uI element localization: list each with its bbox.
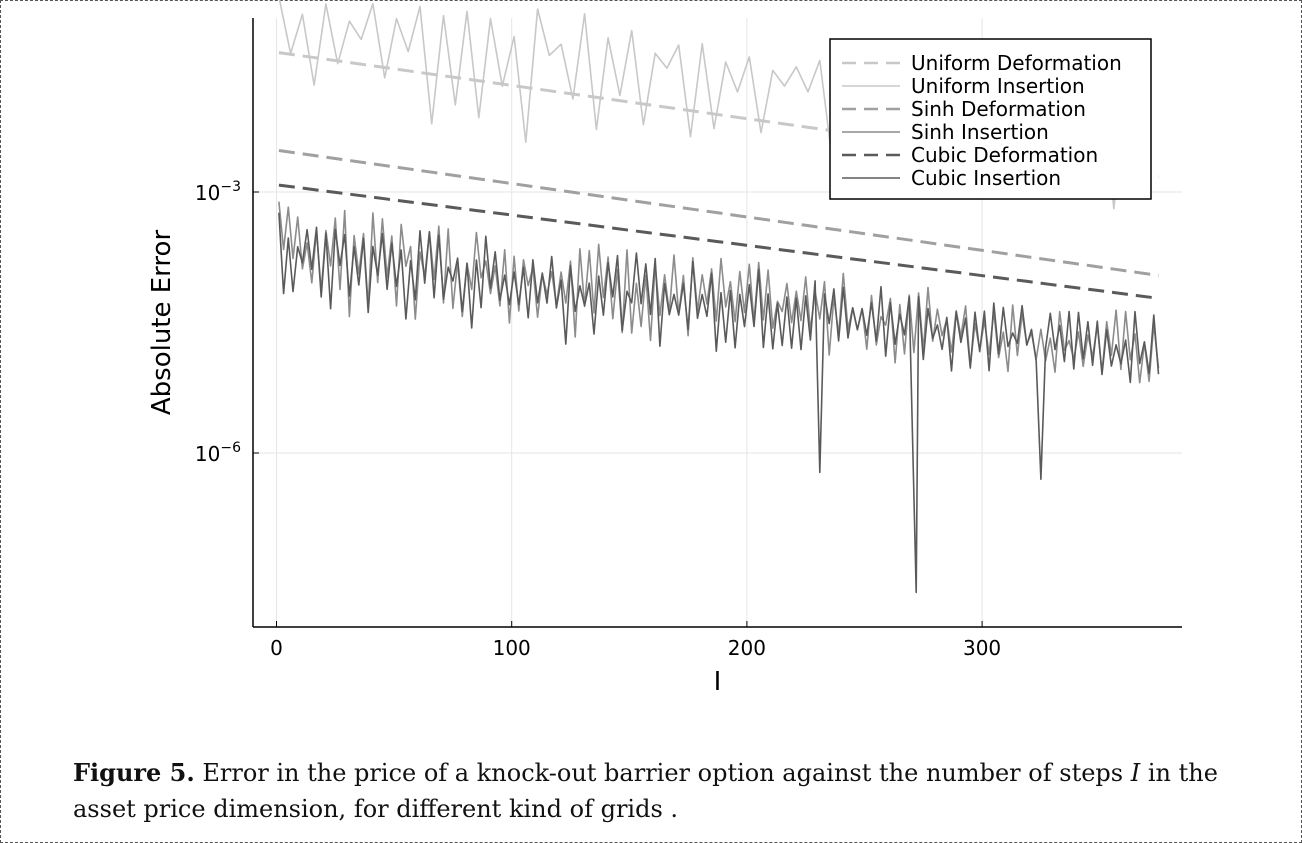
x-tick-label-2: 200 <box>728 636 766 660</box>
legend-box <box>829 38 1152 200</box>
legend-label-5: Cubic Insertion <box>911 166 1061 190</box>
legend-label-4: Cubic Deformation <box>911 143 1098 167</box>
legend-label-1: Uniform Insertion <box>911 74 1085 98</box>
series-sinh-deformation <box>278 149 1159 277</box>
series-layer <box>278 0 1160 594</box>
x-tick-label-0: 0 <box>270 636 283 660</box>
caption-text-before: Error in the price of a knock-out barrie… <box>194 759 1131 787</box>
series-cubic-deformation <box>278 183 1159 300</box>
figure-caption: Figure 5. Error in the price of a knock-… <box>73 755 1283 827</box>
caption-text-after: in the asset price dimension, for differ… <box>73 759 1218 823</box>
x-tick-label-1: 100 <box>493 636 531 660</box>
caption-symbol: I <box>1130 759 1141 787</box>
legend-label-2: Sinh Deformation <box>911 97 1086 121</box>
series-uniform-deformation <box>278 51 1159 179</box>
x-axis-label: I <box>714 667 722 697</box>
series-sinh-insertion <box>278 201 1160 384</box>
axes-layer: 0 100 200 300 10−3 10−6 I Absolute Error <box>147 18 1182 697</box>
series-cubic-insertion <box>278 212 1160 594</box>
legend-label-0: Uniform Deformation <box>911 51 1122 75</box>
caption-label: Figure 5. <box>73 758 195 787</box>
x-tick-label-3: 300 <box>963 636 1001 660</box>
y-tick-label-0: 10−3 <box>195 179 241 205</box>
y-axis-label: Absolute Error <box>147 230 177 416</box>
legend-label-3: Sinh Insertion <box>911 120 1049 144</box>
y-tick-label-1: 10−6 <box>195 440 241 466</box>
error-chart: 0 100 200 300 10−3 10−6 I Absolute Error Unifor… <box>147 0 1182 697</box>
